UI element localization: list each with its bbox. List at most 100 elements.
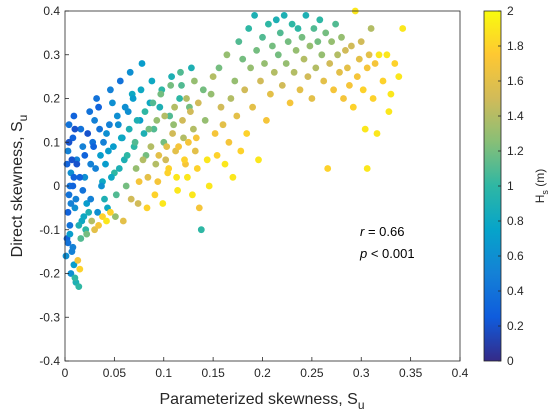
scatter-point [379,77,387,85]
scatter-point [211,130,219,137]
scatter-point [68,156,76,164]
scatter-point [140,130,148,137]
scatter-point [114,121,122,129]
scatter-point [387,90,395,98]
scatter-point [71,125,79,133]
scatter-point [168,73,176,80]
x-axis-ticks: 0 0.05 0.1 0.15 0.2 0.25 0.3 0.35 0.4 [62,357,469,380]
scatter-point [132,165,140,172]
scatter-point [69,243,77,251]
y-tick-label: -0.1 [39,223,60,237]
scatter-point [205,182,213,190]
scatter-point [156,103,164,111]
scatter-point [150,125,158,133]
scatter-point [292,47,300,54]
scatter-point [251,12,258,19]
scatter-point [322,29,330,37]
scatter-point [73,160,81,168]
scatter-point [153,117,161,124]
colorbar-tick-label: 2 [507,4,514,18]
scatter-point [117,134,125,142]
scatter-point [298,33,306,41]
scatter-point [344,64,351,72]
scatter-point [103,130,110,137]
scatter-point [278,82,286,89]
scatter-point [338,33,345,41]
scatter-point [385,108,393,115]
scatter-point [290,68,298,76]
scatter-point [64,147,72,155]
scatter-point [253,47,260,54]
scatter-point [155,152,163,159]
scatter-point [355,55,363,63]
scatter-point [178,82,185,89]
scatter-point [217,103,225,111]
scatter-point [105,147,112,155]
scatter-point [131,138,139,146]
r-annotation: r = 0.66 [360,224,404,239]
scatter-point [91,226,98,234]
scatter-point [288,20,296,28]
scatter-point [225,138,233,146]
scatter-point [81,152,89,159]
scatter-point [188,64,195,72]
y-axis-ticks: -0.4 -0.3 -0.2 -0.1 0 0.1 0.2 0.3 0.4 [39,4,69,368]
scatter-point [190,125,197,133]
scatter-point [85,208,93,216]
y-tick-label: 0.4 [43,4,60,18]
scatter-point [346,82,353,89]
scatter-point [286,99,294,107]
scatter-point [261,60,268,67]
x-tick-label: 0.05 [103,366,127,380]
x-tick-label: 0.15 [201,366,225,380]
y-tick-label: 0.3 [43,48,60,62]
scatter-point [272,16,280,24]
scatter-point [369,95,377,102]
scatter-point [165,165,173,172]
scatter-point [395,73,403,80]
scatter-point [77,125,85,133]
scatter-point [152,160,160,168]
scatter-point [71,204,79,212]
scatter-point [280,12,288,19]
scatter-point [185,138,192,146]
scatter-point [125,125,133,133]
scatter-point [87,160,95,168]
scatter-point [121,103,129,111]
scatter-point [79,187,87,194]
y-tick-label: -0.4 [39,354,60,368]
scatter-point [207,90,215,98]
scatter-point [353,73,361,80]
colorbar-tick-label: 1 [507,179,514,193]
scatter-point [163,143,171,151]
scatter-point [129,95,137,102]
scatter-point [98,182,105,190]
scatter-point [106,121,113,129]
scatter-point [391,60,399,67]
scatter-point [219,121,227,129]
scatter-point [122,182,130,190]
scatter-point [107,86,114,94]
scatter-point [69,134,77,142]
scatter-point [180,134,187,142]
colorbar-tick-label: 0 [507,354,514,368]
scatter-point [336,68,343,76]
scatter-point [103,217,110,225]
scatter-point [175,143,183,151]
scatter-point [300,55,308,63]
scatter-point [70,261,78,269]
colorbar-ticks: 0 0.2 0.4 0.6 0.8 1 1.2 1.4 1.6 1.8 2 [498,4,524,368]
scatter-point [176,95,184,102]
p-annotation: p < 0.001 [359,246,415,261]
scatter-point [296,86,304,94]
scatter-point [107,208,114,216]
scatter-point [365,51,373,59]
scatter-point [326,60,334,67]
scatter-point [183,95,190,102]
scatter-point [135,178,143,186]
scatter-point [79,143,87,151]
scatter-point [320,77,328,85]
scatter-point [274,51,282,59]
scatter-point [151,191,159,199]
colorbar-tick-label: 1.4 [507,109,524,123]
